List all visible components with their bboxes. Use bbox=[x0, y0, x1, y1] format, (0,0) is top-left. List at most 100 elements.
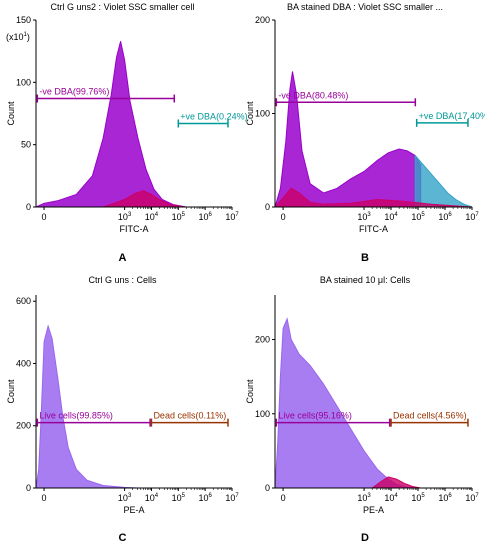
histogram-chart-b: 0 100 200 0 103 104 105 106 107 FITC-A Count -ve DB… bbox=[245, 15, 485, 234]
y-axis-label: Count bbox=[245, 101, 255, 126]
panel-title: Ctrl G uns : Cells bbox=[88, 275, 157, 285]
x-tick-exponent: 5 bbox=[182, 212, 186, 218]
x-tick-label: 0 bbox=[42, 493, 47, 503]
histogram-chart-a: 0 50 100 150 0 103 104 105 106 107 FITC-A Count (x10… bbox=[6, 15, 248, 234]
x-tick-exponent: 4 bbox=[394, 493, 398, 499]
series-area bbox=[274, 71, 422, 208]
y-tick-label: 600 bbox=[16, 296, 31, 306]
x-tick-label: 104 bbox=[384, 212, 398, 222]
x-tick-exponent: 3 bbox=[367, 493, 371, 499]
x-tick-label: 103 bbox=[357, 493, 371, 503]
y-tick-label: 100 bbox=[255, 409, 270, 419]
series-area bbox=[273, 187, 473, 208]
x-tick-label: 105 bbox=[411, 493, 425, 503]
x-tick-exponent: 4 bbox=[394, 212, 398, 218]
x-tick-label: 0 bbox=[42, 212, 47, 222]
y-tick-label: 100 bbox=[16, 77, 31, 87]
y-tick-label: 100 bbox=[255, 109, 270, 119]
x-tick-exponent: 5 bbox=[182, 493, 186, 499]
panel-a: Ctrl G uns2 : Violet SSC smaller cell 0 5… bbox=[0, 0, 248, 270]
x-axis-label: PE-A bbox=[123, 505, 144, 515]
x-tick-exponent: 3 bbox=[128, 212, 132, 218]
x-tick-label: 106 bbox=[198, 493, 212, 503]
x-tick-exponent: 7 bbox=[475, 212, 479, 218]
y-tick-label: 400 bbox=[16, 358, 31, 368]
x-tick-label: 106 bbox=[438, 493, 452, 503]
x-tick-exponent: 6 bbox=[448, 493, 452, 499]
x-tick-exponent: 7 bbox=[475, 493, 479, 499]
y-axis-label: Count bbox=[6, 379, 16, 404]
x-tick-label: 0 bbox=[281, 493, 286, 503]
y-tick-label: 0 bbox=[265, 202, 270, 212]
panel-title: Ctrl G uns2 : Violet SSC smaller cell bbox=[50, 2, 195, 12]
gate-label: -ve DBA(80.48%) bbox=[278, 90, 348, 100]
x-tick-label: 104 bbox=[384, 493, 398, 503]
x-tick-label: 107 bbox=[225, 493, 239, 503]
x-tick-exponent: 5 bbox=[421, 493, 425, 499]
x-tick-label: 105 bbox=[411, 212, 425, 222]
panel-letter: D bbox=[361, 532, 369, 544]
x-tick-label: 107 bbox=[465, 493, 479, 503]
x-axis-label: FITC-A bbox=[120, 224, 149, 234]
x-tick-exponent: 6 bbox=[448, 212, 452, 218]
series-area bbox=[35, 324, 139, 489]
gate-label: +ve DBA(0.24%) bbox=[180, 111, 247, 121]
histogram-chart-c: 0 200 400 600 0 103 104 105 106 107 PE-A Count Live … bbox=[6, 295, 239, 515]
panel-c: Ctrl G uns : Cells 0 200 400 600 0 103 104 105 1… bbox=[0, 275, 245, 550]
x-tick-label: 105 bbox=[172, 212, 186, 222]
y-tick-label: 150 bbox=[16, 15, 31, 25]
gate-label: +ve DBA(17.40%) bbox=[419, 111, 485, 121]
x-tick-exponent: 6 bbox=[208, 212, 212, 218]
x-tick-label: 104 bbox=[145, 493, 159, 503]
panel-title: BA stained 10 μl: Cells bbox=[319, 275, 411, 285]
histogram-chart-d: 0 100 200 0 103 104 105 106 107 PE-A Count Live cel… bbox=[245, 295, 479, 515]
panel-letter: A bbox=[118, 252, 127, 264]
gate-label: Live cells(95.16%) bbox=[278, 411, 352, 421]
y-multiplier-label: (x101) bbox=[6, 32, 30, 42]
x-tick-label: 0 bbox=[281, 212, 286, 222]
y-tick-label: 0 bbox=[26, 483, 31, 493]
gate-label: Dead cells(0.11%) bbox=[153, 411, 226, 421]
panel-b: BA stained DBA : Violet SSC smaller ... … bbox=[245, 0, 485, 270]
panel-d: BA stained 10 μl: Cells 0 100 200 0 103 104 10… bbox=[245, 275, 485, 550]
x-tick-exponent: 4 bbox=[155, 212, 159, 218]
x-tick-label: 106 bbox=[438, 212, 452, 222]
x-tick-label: 103 bbox=[118, 212, 132, 222]
panel-letter: C bbox=[118, 532, 127, 544]
x-tick-label: 107 bbox=[225, 212, 239, 222]
y-axis-label: Count bbox=[245, 379, 255, 404]
x-tick-exponent: 4 bbox=[155, 493, 159, 499]
x-tick-label: 106 bbox=[198, 212, 212, 222]
y-tick-label: 200 bbox=[255, 15, 270, 25]
x-tick-label: 104 bbox=[145, 212, 159, 222]
x-tick-label: 103 bbox=[118, 493, 132, 503]
x-tick-exponent: 5 bbox=[421, 212, 425, 218]
x-axis-label: FITC-A bbox=[359, 224, 388, 234]
x-tick-exponent: 7 bbox=[235, 493, 239, 499]
x-tick-exponent: 6 bbox=[208, 493, 212, 499]
y-multiplier-exponent: 1 bbox=[24, 32, 28, 38]
panel-title: BA stained DBA : Violet SSC smaller ... bbox=[287, 2, 443, 12]
series-area bbox=[274, 317, 419, 489]
y-tick-label: 0 bbox=[26, 202, 31, 212]
x-tick-exponent: 3 bbox=[367, 212, 371, 218]
x-tick-label: 107 bbox=[465, 212, 479, 222]
y-axis-label: Count bbox=[6, 101, 16, 126]
series-area bbox=[35, 41, 187, 208]
panel-letter: B bbox=[361, 252, 369, 264]
x-tick-label: 103 bbox=[357, 212, 371, 222]
x-axis-label: PE-A bbox=[363, 505, 384, 515]
y-tick-label: 50 bbox=[21, 140, 31, 150]
series-area bbox=[414, 154, 473, 208]
series-area bbox=[102, 190, 184, 208]
x-tick-exponent: 3 bbox=[128, 493, 132, 499]
gate-label: Dead cells(4.56%) bbox=[393, 411, 467, 421]
gate-label: -ve DBA(99.76%) bbox=[39, 87, 109, 97]
x-tick-label: 105 bbox=[172, 493, 186, 503]
y-tick-label: 0 bbox=[265, 483, 270, 493]
y-tick-label: 200 bbox=[255, 335, 270, 345]
y-tick-label: 200 bbox=[16, 421, 31, 431]
y-multiplier-close: ) bbox=[27, 32, 30, 42]
gate-label: Live cells(99.85%) bbox=[39, 411, 113, 421]
